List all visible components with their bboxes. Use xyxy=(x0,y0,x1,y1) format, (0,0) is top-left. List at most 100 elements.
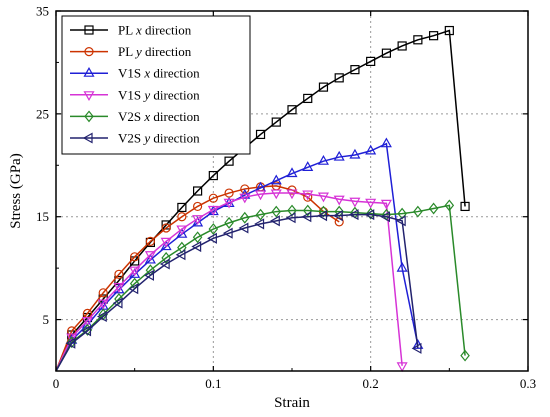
data-point xyxy=(348,209,359,221)
y-axis-title: Stress (GPa) xyxy=(8,153,24,228)
y-tick-label-3: 35 xyxy=(36,4,49,19)
data-point xyxy=(161,223,171,233)
data-point xyxy=(98,288,108,298)
legend-item: PL y direction xyxy=(70,44,192,59)
data-point xyxy=(176,227,188,238)
data-point xyxy=(460,201,470,212)
data-point xyxy=(114,269,124,279)
series-line xyxy=(55,192,403,372)
legend-label: V2S x direction xyxy=(118,109,200,124)
data-point xyxy=(255,129,266,140)
data-point xyxy=(303,93,313,104)
data-point xyxy=(303,192,313,202)
series-line xyxy=(55,185,340,372)
data-point xyxy=(366,56,376,67)
data-point xyxy=(334,73,344,83)
data-point xyxy=(239,193,251,204)
x-tick-label-2: 0.2 xyxy=(363,376,379,391)
data-point xyxy=(97,299,109,310)
data-point xyxy=(397,41,407,51)
legend: PL x direction PL y direction V1S x direct… xyxy=(61,15,251,155)
legend-label: V1S y direction xyxy=(118,87,200,102)
y-tick-label-1: 15 xyxy=(36,209,49,224)
series-6 xyxy=(55,209,422,372)
data-point xyxy=(428,202,439,215)
data-point xyxy=(317,154,329,165)
data-point xyxy=(333,150,345,161)
data-point xyxy=(224,216,234,229)
data-point xyxy=(286,189,298,200)
series-group xyxy=(55,25,470,373)
data-point xyxy=(128,283,139,295)
data-point xyxy=(381,48,391,58)
data-point xyxy=(413,35,423,45)
data-point xyxy=(286,167,298,178)
data-point xyxy=(81,317,93,327)
data-point xyxy=(395,215,406,227)
data-point xyxy=(270,174,282,185)
data-point xyxy=(144,253,156,264)
data-point xyxy=(129,266,141,277)
data-point xyxy=(192,216,204,227)
legend-marker xyxy=(83,66,95,77)
data-point xyxy=(177,202,187,213)
data-point xyxy=(396,261,408,272)
data-point xyxy=(396,362,408,373)
data-point xyxy=(112,297,123,309)
legend-label: PL y direction xyxy=(118,44,192,59)
data-point xyxy=(302,161,314,171)
data-point xyxy=(318,82,329,92)
data-point xyxy=(365,144,377,155)
data-point xyxy=(413,205,423,218)
series-3 xyxy=(55,137,424,372)
data-point xyxy=(380,199,392,210)
axes: 0 0.1 0.2 0.3 5 15 25 35 Strain Stress (GPa) xyxy=(8,4,536,412)
data-point xyxy=(193,186,203,196)
data-point xyxy=(333,195,345,206)
legend-item: V1S x direction xyxy=(70,66,200,81)
data-point xyxy=(301,211,312,223)
data-point xyxy=(285,212,296,224)
data-point xyxy=(176,225,188,236)
legend-box xyxy=(61,15,251,155)
data-point xyxy=(192,231,203,244)
series-line xyxy=(55,142,419,372)
y-tick-label-0: 5 xyxy=(43,312,50,327)
data-point xyxy=(144,251,156,261)
legend-marker xyxy=(84,110,94,123)
legend-marker xyxy=(84,25,94,35)
legend-item: PL x direction xyxy=(70,23,192,38)
data-point xyxy=(380,211,390,223)
data-point xyxy=(207,205,219,216)
x-tick-label-1: 0.1 xyxy=(205,376,221,391)
legend-marker xyxy=(83,91,95,102)
data-point xyxy=(144,269,154,281)
data-point xyxy=(207,232,217,244)
data-point xyxy=(302,204,313,217)
data-point xyxy=(160,237,172,248)
data-point xyxy=(318,205,329,218)
data-point xyxy=(444,199,455,212)
data-point xyxy=(223,198,235,209)
x-tick-label-3: 0.3 xyxy=(520,376,536,391)
data-point xyxy=(240,184,250,194)
data-point xyxy=(222,227,233,239)
data-point xyxy=(65,337,76,349)
data-point xyxy=(270,215,280,227)
legend-item: V2S x direction xyxy=(70,109,200,124)
y-tick-label-2: 25 xyxy=(36,106,49,121)
data-point xyxy=(145,236,155,246)
data-point xyxy=(270,189,282,200)
data-point xyxy=(96,310,107,323)
data-point xyxy=(271,205,282,218)
data-point xyxy=(411,342,422,354)
data-point xyxy=(240,211,250,224)
legend-marker xyxy=(82,132,93,144)
x-axis-title: Strain xyxy=(274,395,310,411)
series-line xyxy=(55,213,419,372)
data-point xyxy=(332,210,343,222)
data-point xyxy=(224,188,234,198)
data-point xyxy=(429,31,439,41)
